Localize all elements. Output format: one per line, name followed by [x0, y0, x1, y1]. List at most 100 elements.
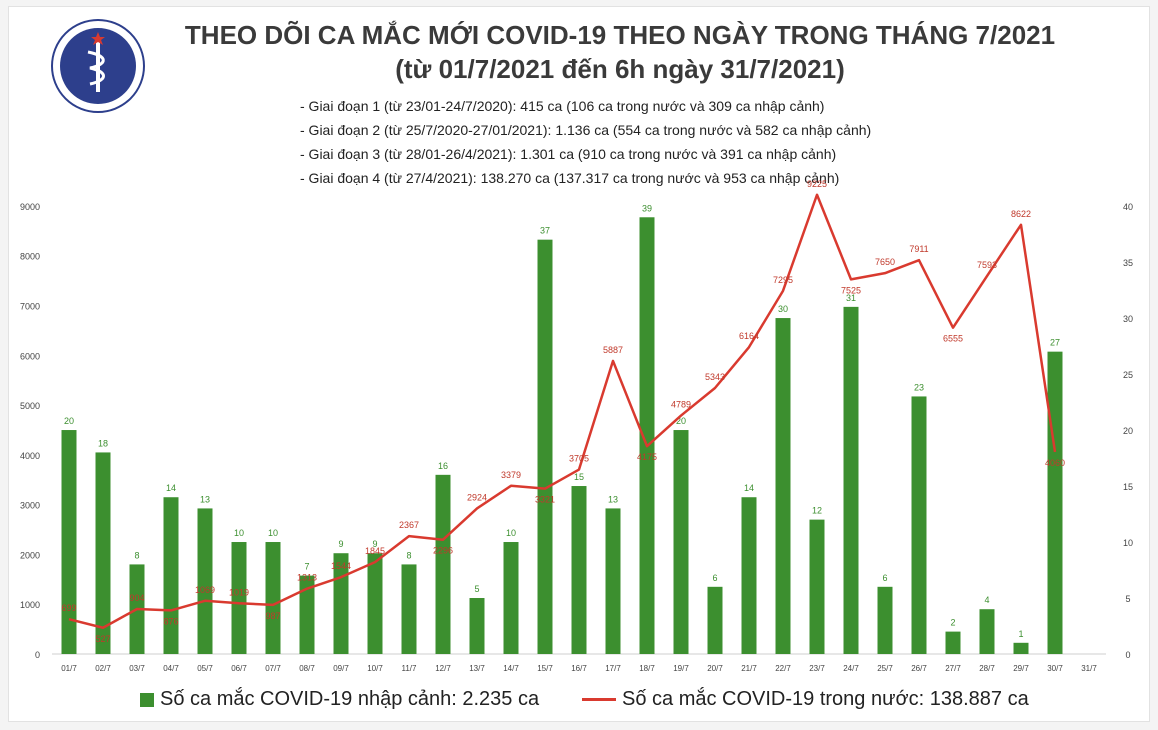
left-axis-tick: 3000 — [20, 501, 40, 511]
line-label: 9225 — [807, 179, 827, 189]
bar-label: 18 — [98, 438, 108, 448]
bar-label: 5 — [474, 584, 479, 594]
bar-06-7 — [231, 542, 247, 654]
line-label: 904 — [129, 593, 144, 603]
line-label: 3705 — [569, 454, 589, 464]
right-axis-tick: 10 — [1123, 538, 1133, 548]
x-axis-tick: 01/7 — [61, 664, 77, 673]
right-axis-tick: 30 — [1123, 314, 1133, 324]
x-axis-tick: 08/7 — [299, 664, 315, 673]
line-label: 6555 — [943, 334, 963, 344]
bar-label: 13 — [608, 494, 618, 504]
legend-bar-label: Số ca mắc COVID-19 nhập cảnh: 2.235 ca — [160, 688, 540, 710]
bar-22-7 — [775, 318, 791, 654]
bar-label: 8 — [134, 550, 139, 560]
right-axis-tick: 35 — [1123, 258, 1133, 268]
bar-28-7 — [979, 609, 995, 654]
line-label: 7295 — [773, 275, 793, 285]
bar-13-7 — [469, 598, 485, 654]
x-axis-tick: 14/7 — [503, 664, 519, 673]
line-label: 987 — [265, 611, 280, 621]
bar-label: 15 — [574, 472, 584, 482]
line-label: 1019 — [229, 587, 249, 597]
right-axis-tick: 0 — [1125, 650, 1130, 660]
bar-20-7 — [707, 586, 723, 654]
bar-label: 12 — [812, 506, 822, 516]
domestic-cases-line — [68, 193, 1057, 630]
legend-line: Số ca mắc COVID-19 trong nước: 138.887 c… — [582, 688, 1029, 711]
bar-18-7 — [639, 217, 655, 654]
line-label: 5343 — [705, 372, 725, 382]
note-phase-4: - Giai đoạn 4 (từ 27/4/2021): 138.270 ca… — [300, 170, 840, 186]
right-axis-tick: 40 — [1123, 202, 1133, 212]
x-axis-tick: 23/7 — [809, 664, 825, 673]
x-axis-tick: 10/7 — [367, 664, 383, 673]
title-line-2: (từ 01/7/2021 đến 6h ngày 31/7/2021) — [395, 54, 845, 84]
bar-label: 14 — [166, 483, 176, 493]
ministry-of-health-logo — [51, 19, 145, 113]
bar-19-7 — [673, 430, 689, 654]
x-axis-tick: 07/7 — [265, 664, 281, 673]
line-label: 7525 — [841, 285, 861, 295]
line-label: 4175 — [637, 452, 657, 462]
bar-label: 16 — [438, 461, 448, 471]
bar-label: 6 — [712, 573, 717, 583]
line-label: 7911 — [909, 244, 928, 254]
line-label: 1544 — [331, 561, 351, 571]
line-label: 1313 — [297, 573, 317, 583]
phase-notes: - Giai đoạn 1 (từ 23/01-24/7/2020): 415 … — [300, 94, 871, 190]
line-label: 876 — [163, 616, 178, 626]
line-label: 2924 — [467, 492, 487, 502]
bar-02-7 — [95, 452, 111, 654]
legend-bar: Số ca mắc COVID-19 nhập cảnh: 2.235 ca — [140, 688, 539, 711]
bar-07-7 — [265, 542, 281, 654]
line-label: 4789 — [671, 400, 691, 410]
title-line-1: THEO DÕI CA MẮC MỚI COVID-19 THEO NGÀY T… — [184, 20, 1056, 50]
line-label: 6164 — [739, 331, 759, 341]
line-label: 1845 — [365, 546, 385, 556]
bar-label: 8 — [406, 550, 411, 560]
x-axis-tick: 24/7 — [843, 664, 859, 673]
left-axis-tick: 7000 — [20, 302, 40, 312]
bar-01-7 — [61, 430, 77, 654]
bar-label: 39 — [642, 203, 652, 213]
x-axis-tick: 16/7 — [571, 664, 587, 673]
bar-label: 10 — [506, 528, 516, 538]
x-axis-tick: 26/7 — [911, 664, 927, 673]
x-axis-tick: 18/7 — [639, 664, 655, 673]
bar-23-7 — [809, 519, 825, 654]
x-axis-tick: 20/7 — [707, 664, 723, 673]
bar-label: 9 — [338, 539, 343, 549]
x-axis-tick: 02/7 — [95, 664, 111, 673]
x-axis-tick: 29/7 — [1013, 664, 1029, 673]
bar-29-7 — [1013, 642, 1029, 654]
x-axis-tick: 19/7 — [673, 664, 689, 673]
left-axis-tick: 6000 — [20, 351, 40, 361]
legend-bar-swatch — [140, 692, 154, 707]
left-axis-tick: 1000 — [20, 600, 40, 610]
note-phase-1: - Giai đoạn 1 (từ 23/01-24/7/2020): 415 … — [300, 98, 825, 114]
bar-26-7 — [911, 396, 927, 654]
bar-27-7 — [945, 631, 961, 654]
x-axis-tick: 22/7 — [775, 664, 791, 673]
x-axis-tick: 27/7 — [945, 664, 961, 673]
bar-label: 2 — [950, 618, 955, 628]
bar-label: 37 — [540, 226, 550, 236]
x-axis-tick: 06/7 — [231, 664, 247, 673]
bar-16-7 — [571, 486, 587, 654]
x-axis-tick: 09/7 — [333, 664, 349, 673]
bar-label: 9 — [372, 539, 377, 549]
x-axis-tick: 28/7 — [979, 664, 995, 673]
left-axis-tick: 8000 — [20, 252, 40, 262]
bar-label: 7 — [304, 562, 309, 572]
line-label: 699 — [61, 603, 76, 613]
bar-05-7 — [197, 508, 213, 654]
x-axis-tick: 12/7 — [435, 664, 451, 673]
bar-label: 6 — [882, 573, 887, 583]
line-label: 2367 — [399, 520, 419, 530]
x-axis-tick: 15/7 — [537, 664, 553, 673]
line-label: 2296 — [433, 546, 453, 556]
bar-08-7 — [299, 575, 315, 654]
legend-line-label: Số ca mắc COVID-19 trong nước: 138.887 c… — [622, 688, 1029, 710]
x-axis-tick: 11/7 — [402, 664, 418, 673]
